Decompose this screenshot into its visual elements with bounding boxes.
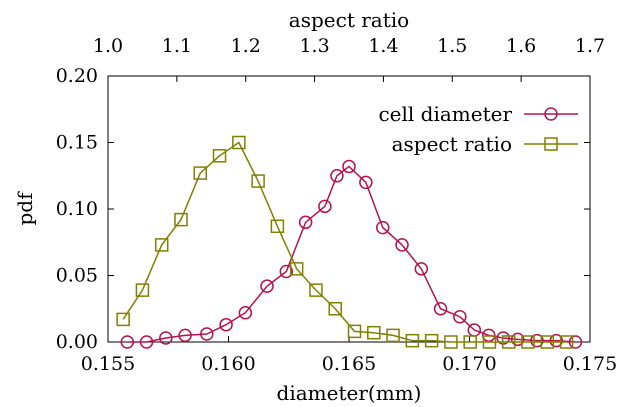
aspect-ratio-point — [193, 166, 208, 180]
cell-diameter-point — [219, 317, 233, 332]
x-tick-label: 0.160 — [201, 353, 255, 375]
x2-tick-label: 1.3 — [299, 35, 329, 57]
cell-diameter-point — [178, 328, 192, 343]
cell-diameter-point — [342, 159, 356, 174]
aspect-ratio-point — [386, 328, 400, 343]
plot-frame — [107, 75, 591, 343]
legend: cell diameter aspect ratio — [378, 102, 578, 156]
legend-marker-cell-diameter — [544, 107, 558, 121]
cell-diameter-point — [200, 327, 214, 341]
aspect-ratio-point — [174, 212, 188, 227]
aspect-ratio-point — [309, 283, 323, 297]
x2-tick-label: 1.2 — [231, 35, 261, 57]
x-axis-title: diameter(mm) — [277, 381, 422, 405]
x-tick-label: 0.175 — [563, 353, 617, 375]
x-tick-label: 0.155 — [81, 353, 135, 375]
aspect-ratio-point — [501, 335, 516, 349]
cell-diameter-point — [395, 238, 409, 252]
aspect-ratio-point — [154, 238, 169, 252]
x2-tick-label: 1.6 — [506, 35, 536, 57]
aspect-ratio-point — [289, 262, 304, 276]
x2-tick-label: 1.0 — [93, 35, 123, 57]
cell-diameter-line — [127, 165, 576, 343]
aspect-ratio-point — [559, 335, 574, 349]
cell-diameter-point — [510, 332, 525, 347]
cell-diameter-point — [298, 215, 313, 230]
cell-diameter-point — [139, 335, 154, 349]
aspect-ratio-point — [270, 219, 285, 234]
aspect-ratio-point — [444, 335, 458, 349]
aspect-ratio-point — [251, 174, 265, 188]
y-axis-title: pdf — [13, 191, 37, 226]
aspect-ratio-point — [367, 325, 381, 340]
aspect-ratio-line — [122, 141, 567, 343]
y-tick-label: 0.15 — [56, 132, 98, 154]
x2-axis-title: aspect ratio — [289, 8, 409, 32]
cell-diameter-point — [414, 262, 429, 276]
aspect-ratio-point — [405, 333, 420, 348]
aspect-ratio-point — [135, 283, 150, 297]
aspect-ratio-point — [424, 333, 439, 348]
aspect-ratio-point — [232, 135, 246, 150]
series-layer — [116, 135, 583, 349]
aspect-ratio-point — [212, 149, 227, 163]
cell-diameter-point — [530, 333, 544, 348]
legend-label-aspect-ratio: aspect ratio — [392, 132, 512, 156]
cell-diameter-point — [433, 302, 448, 316]
y-tick-label: 0.00 — [56, 331, 98, 353]
aspect-ratio-point — [540, 335, 555, 349]
aspect-ratio-point — [116, 312, 130, 327]
x2-tick-label: 1.4 — [368, 35, 398, 57]
cell-diameter-point — [359, 175, 373, 190]
aspect-ratio-point — [463, 335, 477, 349]
cell-diameter-point — [330, 169, 344, 183]
cell-diameter-point — [549, 333, 564, 348]
cell-diameter-point — [568, 335, 583, 349]
x2-tick-label: 1.1 — [162, 35, 192, 57]
cell-diameter-point — [453, 309, 467, 324]
aspect-ratio-series — [116, 135, 574, 349]
cell-diameter-point — [238, 305, 253, 320]
x2-tick-label: 1.5 — [437, 35, 467, 57]
cell-diameter-point — [159, 331, 173, 345]
cell-diameter-point — [120, 335, 135, 349]
cell-diameter-point — [279, 264, 294, 279]
cell-diameter-point — [260, 279, 274, 293]
x2-tick-label: 1.7 — [575, 35, 605, 57]
cell-diameter-point — [318, 199, 332, 214]
x-tick-label: 0.170 — [442, 353, 496, 375]
aspect-ratio-point — [482, 335, 497, 349]
y-tick-label: 0.20 — [56, 65, 98, 87]
aspect-ratio-point — [521, 335, 535, 349]
y-tick-label: 0.10 — [56, 198, 98, 220]
y-tick-label: 0.05 — [56, 265, 98, 287]
cell-diameter-point — [375, 220, 390, 235]
aspect-ratio-point — [328, 302, 342, 316]
x-tick-label: 0.165 — [322, 353, 376, 375]
axis-ticks: 0.155 0.160 0.165 0.170 0.175 1.0 1.1 1.2 1.3 1.4… — [56, 35, 618, 375]
legend-marker-aspect-ratio — [544, 137, 558, 151]
aspect-ratio-point — [347, 324, 362, 339]
legend-label-cell-diameter: cell diameter — [378, 102, 512, 126]
cell-diameter-series — [120, 159, 583, 349]
